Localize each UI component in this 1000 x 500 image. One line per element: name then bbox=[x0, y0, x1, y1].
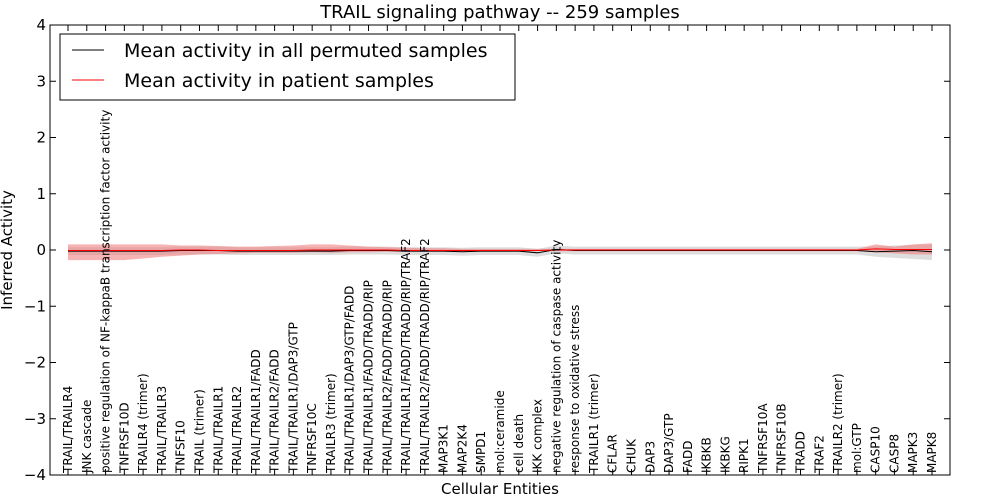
x-tick-label: CASP10 bbox=[869, 426, 883, 473]
x-tick-label: MAPK3 bbox=[906, 432, 920, 473]
x-tick-label: TRAIL/TRAILR3 bbox=[155, 386, 169, 474]
y-tick-label: 3 bbox=[36, 72, 46, 90]
y-tick-label: −3 bbox=[24, 410, 46, 428]
x-tick-label: TRAIL (trimer) bbox=[192, 389, 206, 474]
x-tick-label: TRADD bbox=[794, 431, 808, 474]
y-tick-label: −1 bbox=[24, 297, 46, 315]
y-tick-label: 4 bbox=[36, 16, 46, 34]
x-tick-label: TRAIL/TRAILR2 bbox=[230, 386, 244, 474]
x-tick-label: TRAIL/TRAILR2/FADD/TRADD/RIP bbox=[380, 280, 394, 474]
x-tick-label: mol:GTP bbox=[850, 423, 864, 473]
y-tick-label: −4 bbox=[24, 466, 46, 484]
x-tick-label: TNFRSF10B bbox=[775, 403, 789, 474]
x-tick-label: TRAILR2 (trimer) bbox=[831, 373, 845, 474]
x-tick-label: TRAILR3 (trimer) bbox=[324, 373, 338, 474]
legend-label-permuted: Mean activity in all permuted samples bbox=[124, 40, 487, 62]
y-axis-label: Inferred Activity bbox=[0, 190, 16, 310]
x-tick-label: negative regulation of caspase activity bbox=[549, 240, 563, 473]
x-tick-label: response to oxidative stress bbox=[568, 305, 582, 473]
x-tick-label: CFLAR bbox=[606, 434, 620, 473]
x-tick-label: TRAIL/TRAILR1/DAP3/GTP bbox=[286, 322, 300, 474]
x-tick-label: SMPD1 bbox=[474, 431, 488, 473]
x-tick-label: mol:ceramide bbox=[493, 390, 507, 473]
legend-box bbox=[59, 33, 516, 101]
x-tick-label: DAP3 bbox=[643, 441, 657, 473]
y-tick-label: 1 bbox=[36, 185, 46, 203]
y-tick-label: 0 bbox=[36, 241, 46, 259]
x-tick-label: TRAIL/TRAILR1/FADD/TRADD/RIP/TRAF2 bbox=[399, 238, 413, 474]
x-tick-label: cell death bbox=[512, 414, 526, 473]
x-tick-label: TRAIL/TRAILR2/FADD bbox=[268, 349, 282, 474]
x-axis: TRAIL/TRAILR4 JNK cascade positive regulat… bbox=[61, 25, 939, 475]
x-tick-label: TRAIL/TRAILR2/FADD/TRADD/RIP/TRAF2 bbox=[418, 238, 432, 474]
series-lines bbox=[68, 248, 933, 254]
x-tick-label: TNFSF10 bbox=[174, 420, 188, 474]
x-tick-label: IKK complex bbox=[531, 399, 545, 473]
x-tick-label: IKBKB bbox=[700, 437, 714, 473]
x-tick-label: TRAIL/TRAILR1 bbox=[211, 386, 225, 474]
x-tick-label: DAP3/GTP bbox=[662, 413, 676, 473]
legend-label-patient: Mean activity in patient samples bbox=[124, 70, 434, 92]
chart-title: TRAIL signaling pathway -- 259 samples bbox=[319, 2, 680, 23]
x-tick-label: TNFRSF10C bbox=[305, 403, 319, 474]
x-tick-label: TRAIL/TRAILR1/FADD bbox=[249, 349, 263, 474]
confidence-bands bbox=[68, 243, 932, 261]
x-tick-label: TRAF2 bbox=[812, 435, 826, 474]
x-tick-label: CHUK bbox=[624, 438, 638, 473]
x-tick-label: TRAIL/TRAILR1/FADD/TRADD/RIP bbox=[362, 280, 376, 474]
x-tick-label: MAP2K4 bbox=[455, 424, 469, 473]
x-tick-label: TNFRSF10D bbox=[117, 402, 131, 474]
y-axis: 4 3 2 1 0 −1 −2 −3 −4 bbox=[24, 16, 950, 484]
legend: Mean activity in all permuted samples Me… bbox=[59, 33, 516, 101]
x-tick-label: TRAILR4 (trimer) bbox=[136, 373, 150, 474]
line-series-1 bbox=[68, 248, 932, 252]
x-tick-label: positive regulation of NF-kappaB transcr… bbox=[99, 110, 113, 473]
y-tick-label: 2 bbox=[36, 129, 46, 147]
x-tick-label: TRAILR1 (trimer) bbox=[587, 373, 601, 474]
x-tick-label: TRAIL/TRAILR1/DAP3/GTP/FADD bbox=[343, 286, 357, 474]
band-series-1 bbox=[68, 243, 932, 261]
x-tick-label: RIPK1 bbox=[737, 438, 751, 473]
x-tick-label: FADD bbox=[681, 441, 695, 474]
x-tick-label: TRAIL/TRAILR4 bbox=[61, 386, 75, 474]
x-tick-label: IKBKG bbox=[718, 436, 732, 473]
x-axis-label: Cellular Entities bbox=[441, 480, 559, 498]
x-tick-label: MAP3K1 bbox=[437, 424, 451, 473]
y-tick-label: −2 bbox=[24, 354, 46, 372]
x-tick-label: TNFRSF10A bbox=[756, 403, 770, 474]
x-tick-label: JNK cascade bbox=[80, 400, 94, 474]
x-tick-label: CASP8 bbox=[887, 434, 901, 473]
x-tick-label: MAPK8 bbox=[925, 432, 939, 473]
